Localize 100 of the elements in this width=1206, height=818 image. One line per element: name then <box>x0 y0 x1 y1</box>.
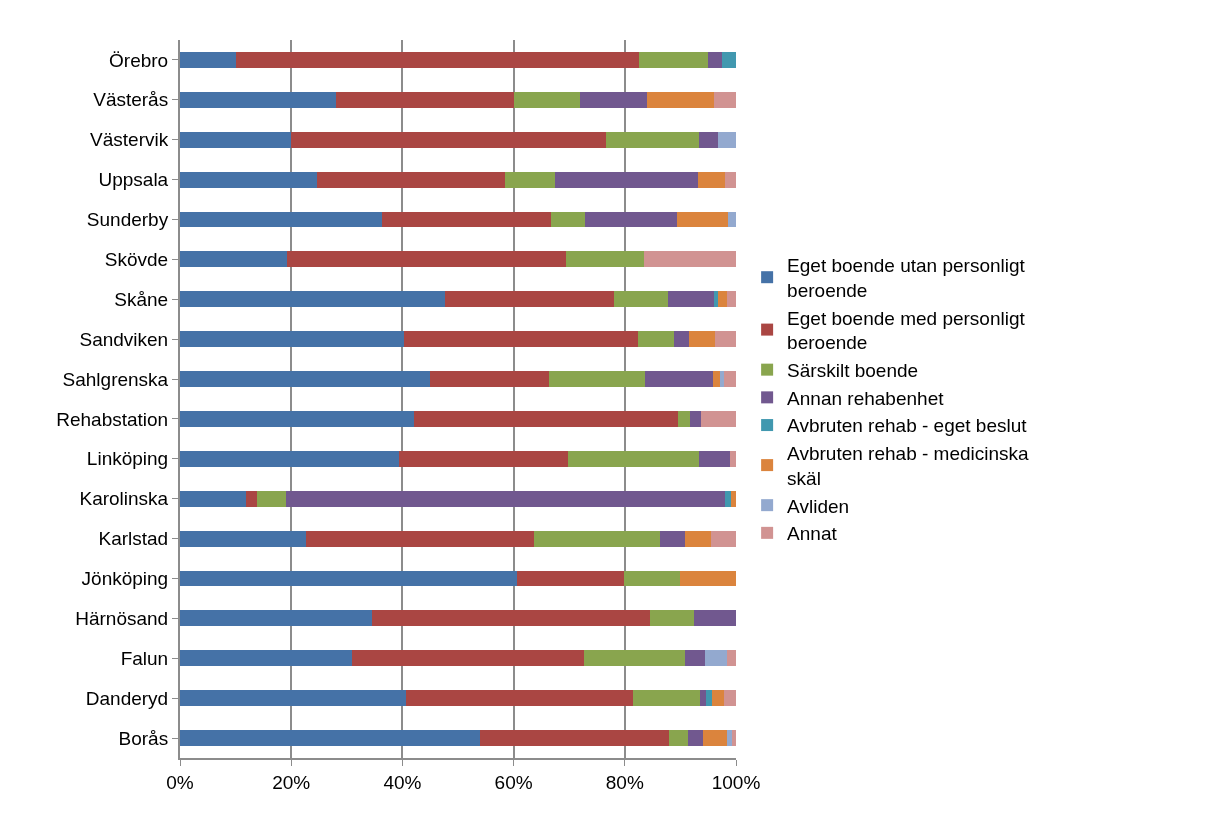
bar <box>643 251 736 268</box>
bar <box>731 490 736 507</box>
y-tick-label: Skövde <box>104 249 169 271</box>
bar <box>685 650 706 667</box>
bar <box>668 730 689 747</box>
bar <box>708 51 723 68</box>
bar <box>729 450 736 467</box>
bar <box>673 331 690 348</box>
bar <box>445 291 615 308</box>
y-tick-label: Rehabstation <box>56 408 169 430</box>
y-tick-label: Sandviken <box>79 328 169 350</box>
bar <box>637 331 674 348</box>
bar <box>702 730 727 747</box>
y-tick-label: Karlstad <box>98 528 169 550</box>
bar <box>714 291 718 308</box>
bar <box>180 371 431 388</box>
bar <box>180 570 518 587</box>
y-tick-label: Härnösand <box>75 608 169 630</box>
bar <box>720 371 725 388</box>
y-tick-label: Västerås <box>93 89 169 111</box>
bar <box>335 91 514 108</box>
bar <box>180 650 352 667</box>
bar <box>317 171 506 188</box>
bar <box>726 650 736 667</box>
bar <box>722 51 736 68</box>
x-tick-label: 80% <box>605 771 644 793</box>
bar <box>180 410 415 427</box>
bar <box>180 730 480 747</box>
bar <box>180 211 383 228</box>
bar <box>712 690 725 707</box>
bar <box>398 450 568 467</box>
x-tick-label: 20% <box>272 771 311 793</box>
bar <box>699 131 718 148</box>
bar <box>700 690 706 707</box>
bar <box>731 730 736 747</box>
bar <box>694 610 736 627</box>
bar <box>479 730 669 747</box>
y-tick-label: Örebro <box>109 49 169 71</box>
bar <box>580 91 648 108</box>
bar <box>713 91 736 108</box>
bar <box>180 171 318 188</box>
y-tick-label: Borås <box>118 727 169 749</box>
bar <box>180 51 236 68</box>
bar <box>180 251 288 268</box>
bar <box>550 211 585 228</box>
bar <box>647 91 714 108</box>
bar <box>513 91 581 108</box>
bar <box>698 450 730 467</box>
bar <box>584 650 686 667</box>
bar <box>406 690 634 707</box>
bar <box>644 371 713 388</box>
bar <box>565 251 644 268</box>
bar <box>257 490 286 507</box>
y-tick-label: Karolinska <box>79 488 169 510</box>
bar <box>351 650 585 667</box>
bar <box>180 490 247 507</box>
legend-label: Avbruten rehab - eget beslut <box>787 415 1028 437</box>
y-tick-label: Danderyd <box>85 687 169 709</box>
legend-label: Eget boende utan personligt beroende <box>787 255 1026 301</box>
legend-label: Särskilt boende <box>787 360 919 382</box>
bar <box>700 410 736 427</box>
x-tick-label: 100% <box>711 771 761 793</box>
bar <box>180 331 404 348</box>
bar <box>180 131 292 148</box>
y-tick-label: Skåne <box>114 288 169 310</box>
bar <box>660 530 686 547</box>
bar <box>584 211 678 228</box>
bar <box>724 371 736 388</box>
legend-label: Avbruten rehab - medicinska skäl <box>787 443 1030 489</box>
bar <box>726 730 732 747</box>
bar <box>725 171 736 188</box>
bar <box>533 530 661 547</box>
bar <box>305 530 534 547</box>
bar <box>180 610 373 627</box>
bar <box>291 131 607 148</box>
bar <box>180 530 306 547</box>
bar <box>724 690 736 707</box>
bar <box>549 371 645 388</box>
bar <box>414 410 679 427</box>
bar <box>710 530 736 547</box>
bar <box>246 490 258 507</box>
y-tick-label: Sunderby <box>86 209 169 231</box>
bar <box>717 291 728 308</box>
bar <box>685 530 711 547</box>
legend-label: Avliden <box>787 495 850 517</box>
bar <box>689 410 701 427</box>
bar <box>372 610 651 627</box>
bar <box>689 331 715 348</box>
bar <box>517 570 624 587</box>
x-tick-label: 40% <box>383 771 422 793</box>
bar <box>717 131 736 148</box>
bar <box>688 730 703 747</box>
bar <box>403 331 638 348</box>
bar <box>678 410 690 427</box>
y-tick-label: Falun <box>120 647 169 669</box>
bar <box>430 371 550 388</box>
bar <box>382 211 551 228</box>
y-tick-label: Västervik <box>90 129 169 151</box>
bar <box>180 291 446 308</box>
bar <box>567 450 699 467</box>
